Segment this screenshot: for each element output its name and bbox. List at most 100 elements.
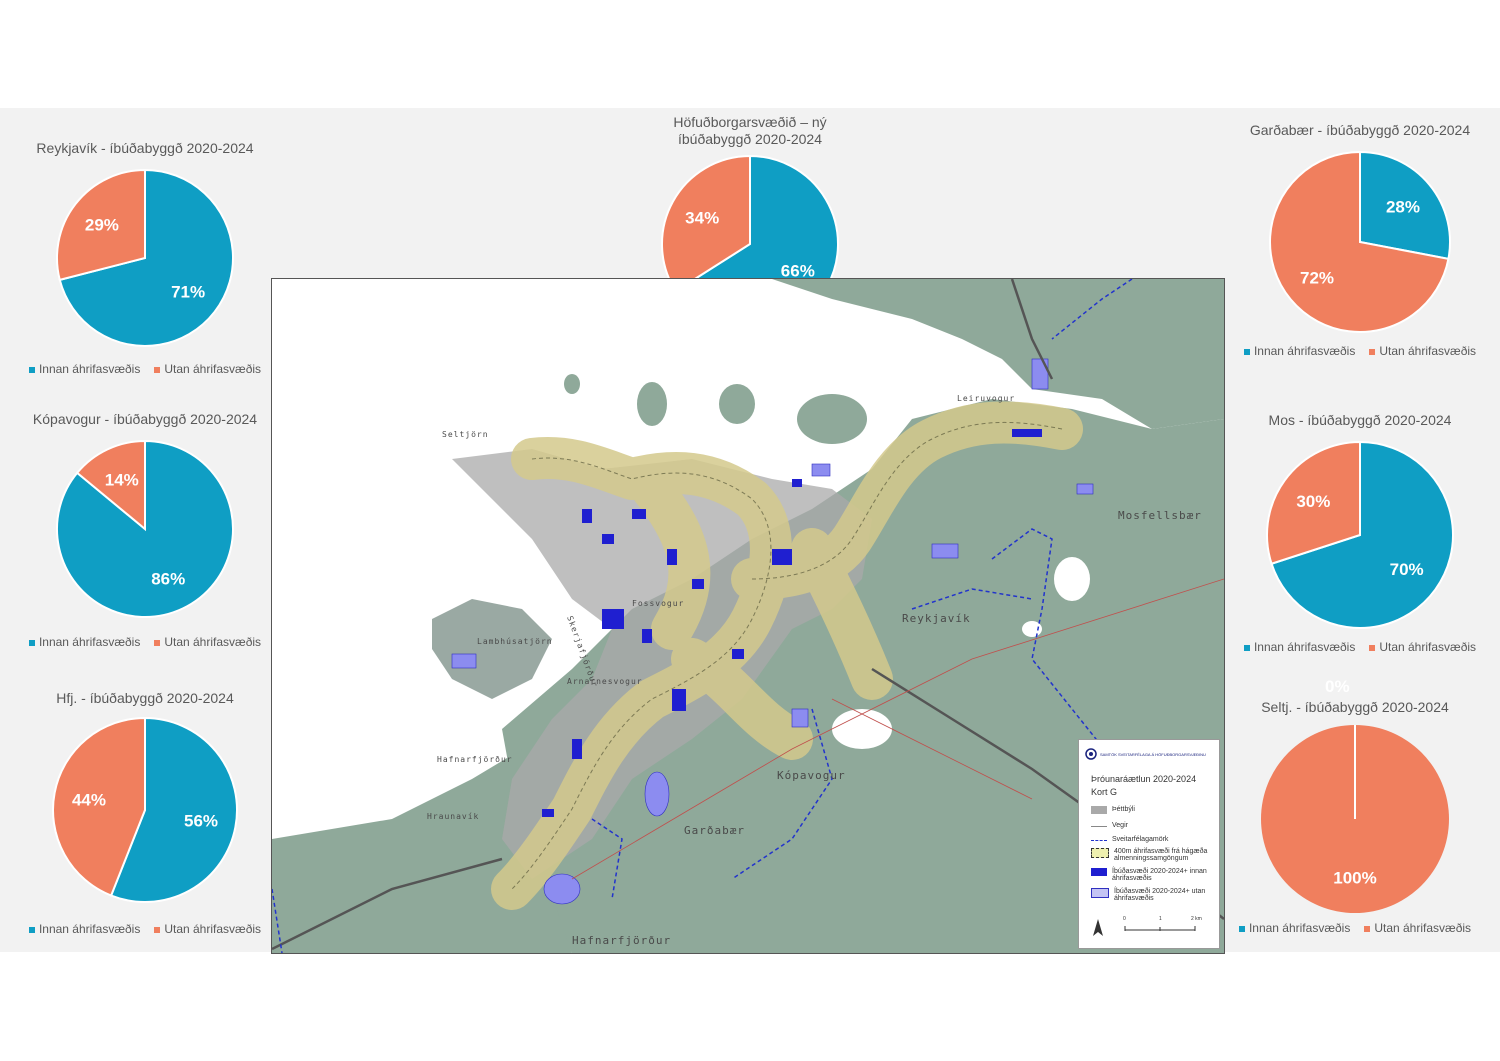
place-label-2: Mosfellsbær — [1118, 509, 1202, 522]
lake-1 — [1054, 557, 1090, 601]
data-label-mos-1: 30% — [1296, 492, 1330, 511]
legend-label-seltj-0: Innan áhrifasvæðis — [1248, 921, 1351, 935]
place-label-7: Lambhúsatjörn — [477, 637, 553, 646]
legend-label-mos-1: Utan áhrifasvæðis — [1379, 640, 1477, 654]
island-1 — [637, 382, 667, 426]
pie-chart-seltj: Seltj. - íbúðabyggð 2020-2024 100% Innan á… — [1220, 699, 1490, 944]
chart-title-hfj: Hfj. - íbúðabyggð 2020-2024 — [56, 690, 234, 706]
chart-title-hofudborgarsvaedid: Höfuðborgarsvæðið – ný íbúðabyggð 2020-2… — [673, 114, 827, 147]
pie-slice-hofudborgarsvaedid-utan — [661, 154, 751, 293]
scale-label-2: 2 km — [1191, 916, 1202, 922]
legend-swatch-boundary — [1091, 840, 1107, 841]
residential-inside — [542, 429, 1042, 817]
legend-swatch-corridor — [1091, 848, 1109, 858]
legend-swatch-hfj-0 — [28, 926, 35, 933]
pie-slice-kopavogur-utan — [75, 439, 146, 532]
place-label-0: Seltjörn — [442, 430, 489, 439]
map-kort-g: Seltjörn Leiruvogur Mosfellsbær Reykjaví… — [271, 278, 1225, 954]
scale-label-0: 0 — [1123, 916, 1126, 922]
legend-label-kopavogur-1: Utan áhrifasvæðis — [164, 635, 262, 649]
legend-swatch-gardabaer-1 — [1369, 348, 1376, 355]
pie-seltj: 100% — [1261, 725, 1449, 913]
pie-gardabaer: 28% 72% — [1269, 150, 1451, 333]
legend-item-inside: Íbúðasvæði 2020-2024+ innan áhrifasvæðis — [1112, 868, 1207, 882]
logo-icon — [1085, 748, 1097, 760]
data-label-reykjavik-0: 71% — [171, 282, 205, 301]
legend-swatch-roads — [1091, 826, 1107, 827]
pie-reykjavik: 71% 29% — [56, 168, 234, 347]
legend-item-outside: Íbúðasvæði 2020-2024+ utan áhrifasvæðis — [1114, 888, 1206, 902]
pie-slice-kopavogur-innan — [56, 439, 234, 618]
chart-title-seltj: Seltj. - íbúðabyggð 2020-2024 — [1261, 699, 1449, 715]
chart-title-reykjavik: Reykjavík - íbúðabyggð 2020-2024 — [36, 140, 254, 156]
legend-label-reykjavik-0: Innan áhrifasvæðis — [38, 362, 141, 376]
data-label-seltj-0: 0% — [1325, 677, 1350, 696]
pie-chart-hfj: Hfj. - íbúðabyggð 2020-2024 56% 44% Innan á… — [10, 690, 280, 940]
legend-swatch-reykjavik-1 — [154, 366, 161, 373]
legend-swatch-kopavogur-1 — [154, 639, 161, 646]
legend-entry-hfj-0: Innan áhrifasvæðis — [28, 922, 140, 936]
data-label-hofudborgarsvaedid-0: 66% — [781, 261, 815, 280]
municipal-boundary — [272, 279, 1133, 953]
land-north — [772, 279, 1224, 429]
land-westpeninsula — [432, 599, 552, 699]
legend-item-boundary: Sveitarfélagamörk — [1112, 836, 1169, 843]
pie-slice-gardabaer-utan — [1269, 150, 1450, 333]
pie-chart-kopavogur: Kópavogur - íbúðabyggð 2020-2024 86% 14% In… — [10, 411, 280, 656]
legend-item-roads: Vegir — [1112, 822, 1128, 829]
pie-chart-mos: Mos - íbúðabyggð 2020-2024 70% 30% Innan áh… — [1225, 412, 1495, 657]
legend-entry-hfj-1: Utan áhrifasvæðis — [154, 922, 261, 936]
data-label-gardabaer-1: 72% — [1300, 269, 1334, 288]
data-label-hfj-0: 56% — [184, 812, 218, 831]
legend-item-urban: Þéttbýli — [1112, 806, 1135, 813]
pie-slice-hfj-innan — [109, 716, 238, 903]
scale-label-1: 1 — [1159, 916, 1162, 922]
north-arrow-icon — [1093, 919, 1103, 936]
legend-swatch-mos-0 — [1243, 644, 1250, 651]
pie-slice-reykjavik-innan — [58, 168, 234, 347]
transit-corridor-outline — [511, 421, 1063, 890]
legend-swatch-inside — [1091, 868, 1107, 876]
legend-gardabaer: Innan áhrifasvæðis Utan áhrifasvæðis — [1225, 344, 1495, 358]
legend-label-reykjavik-1: Utan áhrifasvæðis — [164, 362, 262, 376]
place-label-11: Garðabær — [684, 824, 745, 837]
legend-reykjavik: Innan áhrifasvæðis Utan áhrifasvæðis — [10, 362, 280, 376]
place-label-10: Hraunavík — [427, 812, 479, 821]
scale-bar — [1124, 926, 1196, 931]
legend-kopavogur: Innan áhrifasvæðis Utan áhrifasvæðis — [10, 635, 280, 649]
chart-title-kopavogur: Kópavogur - íbúðabyggð 2020-2024 — [32, 411, 258, 427]
residential-outside — [451, 358, 1094, 905]
legend-label-mos-0: Innan áhrifasvæðis — [1253, 640, 1356, 654]
legend-entry-mos-1: Utan áhrifasvæðis — [1369, 640, 1476, 654]
place-label-3: Reykjavík — [902, 612, 971, 625]
legend-swatch-hfj-1 — [154, 926, 161, 933]
legend-mos: Innan áhrifasvæðis Utan áhrifasvæðis — [1225, 640, 1495, 654]
data-label-hfj-1: 44% — [72, 790, 106, 809]
island-3 — [797, 394, 867, 444]
legend-entry-reykjavik-1: Utan áhrifasvæðis — [154, 362, 261, 376]
chart-title-gardabaer: Garðabær - íbúðabyggð 2020-2024 — [1249, 122, 1471, 138]
pie-chart-gardabaer: Garðabær - íbúðabyggð 2020-2024 28% 72% Inn… — [1225, 122, 1495, 367]
legend-hfj: Innan áhrifasvæðis Utan áhrifasvæðis — [10, 922, 280, 936]
lake-2 — [832, 709, 892, 749]
map-canvas: Seltjörn Leiruvogur Mosfellsbær Reykjaví… — [272, 279, 1224, 953]
pie-chart-reykjavik: Reykjavík - íbúðabyggð 2020-2024 71% 29% In… — [10, 140, 280, 385]
legend-label-gardabaer-0: Innan áhrifasvæðis — [1253, 344, 1356, 358]
data-label-hofudborgarsvaedid-1: 34% — [685, 209, 719, 228]
data-label-reykjavik-1: 29% — [85, 216, 119, 235]
pie-slice-mos-innan — [1270, 440, 1454, 629]
legend-entry-gardabaer-0: Innan áhrifasvæðis — [1243, 344, 1356, 358]
legend-swatch-seltj-0 — [1238, 925, 1245, 932]
place-label-6: Kópavogur — [777, 769, 846, 782]
place-label-12: Hafnarfjörður — [572, 934, 671, 947]
place-label-1: Leiruvogur — [957, 394, 1015, 403]
data-label-kopavogur-1: 14% — [105, 471, 139, 490]
pie-slice-hfj-utan — [52, 716, 146, 897]
power-line — [571, 578, 1224, 880]
chart-title-mos: Mos - íbúðabyggð 2020-2024 — [1268, 412, 1452, 428]
legend-item-corridor: 400m áhrifasvæði frá hágæða almenningssa… — [1114, 848, 1208, 862]
place-label-4: Fossvogur — [632, 599, 684, 608]
legend-label-kopavogur-0: Innan áhrifasvæðis — [38, 635, 141, 649]
legend-subtitle: Kort G — [1091, 787, 1118, 797]
legend-label-gardabaer-1: Utan áhrifasvæðis — [1379, 344, 1477, 358]
